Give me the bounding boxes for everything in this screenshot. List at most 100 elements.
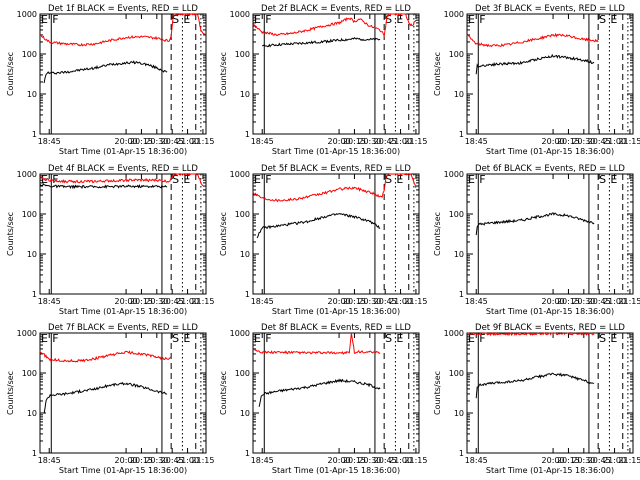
y-tick-label: 1 (245, 449, 250, 458)
y-tick-label: 1 (32, 290, 37, 299)
y-axis-label: Counts/sec (433, 212, 442, 256)
x-tick-label: 20:15 (130, 297, 153, 306)
x-tick-label: 20:30 (572, 456, 595, 465)
x-tick-label: 20:00 (328, 297, 351, 306)
plot-frame (39, 173, 207, 295)
series-line-1 (43, 381, 168, 414)
series-line-2 (252, 332, 381, 355)
y-tick-label: 10 (454, 90, 464, 99)
event-marker-label: E (610, 13, 617, 26)
x-tick-label: 21:00 (389, 297, 412, 306)
x-tick-label: 20:00 (115, 456, 138, 465)
event-marker-label: E (183, 173, 190, 186)
event-marker-label: F (52, 13, 58, 26)
y-tick-label: 1 (32, 449, 37, 458)
event-marker-label: F (52, 173, 58, 186)
y-tick-label: 1000 (17, 10, 37, 19)
y-tick-label: 1 (459, 290, 464, 299)
event-marker-label: E (183, 13, 190, 26)
x-axis-label: Start Time (01-Apr-15 18:36:00) (486, 466, 614, 475)
x-tick-label: 21:00 (176, 456, 199, 465)
event-marker-label: E (254, 13, 261, 26)
chart-title: Det 9f BLACK = Events, RED = LLD (475, 323, 625, 333)
x-tick-label: 20:45 (161, 297, 184, 306)
y-tick-label: 1 (245, 290, 250, 299)
y-tick-label: 1000 (17, 170, 37, 179)
x-tick-label: 18:45 (465, 297, 488, 306)
series-line-1 (262, 36, 381, 48)
y-tick-label: 100 (22, 210, 37, 219)
x-tick-label: 20:00 (328, 456, 351, 465)
x-axis-label: Start Time (01-Apr-15 18:36:00) (486, 147, 614, 156)
y-tick-label: 10 (27, 250, 37, 259)
x-tick-label: 20:30 (572, 137, 595, 146)
event-marker-label: E (396, 332, 403, 345)
x-tick-label: 20:45 (374, 297, 397, 306)
x-tick-label: 20:30 (358, 456, 381, 465)
y-tick-label: 100 (235, 50, 250, 59)
x-tick-label: 18:45 (251, 456, 274, 465)
series-line-2 (39, 350, 172, 363)
event-marker-label: E (183, 332, 190, 345)
y-tick-label: 10 (454, 409, 464, 418)
y-axis-label: Counts/sec (219, 52, 228, 96)
y-tick-label: 10 (240, 90, 250, 99)
y-tick-label: 1 (245, 130, 250, 139)
y-axis-label: Counts/sec (219, 371, 228, 415)
event-marker-label: S (385, 13, 392, 26)
x-axis-label: Start Time (01-Apr-15 18:36:00) (272, 147, 400, 156)
panel-5: Det 5f BLACK = Events, RED = LLD Counts/s… (219, 164, 427, 316)
y-tick-label: 1000 (444, 170, 464, 179)
event-marker-label: S (172, 173, 179, 186)
y-tick-label: 100 (235, 210, 250, 219)
chart-title: Det 1f BLACK = Events, RED = LLD (48, 4, 198, 14)
event-marker-label: S (172, 13, 179, 26)
x-tick-label: 20:15 (557, 137, 580, 146)
y-tick-label: 1000 (444, 10, 464, 19)
x-tick-label: 21:00 (603, 137, 626, 146)
event-marker-label: F (265, 173, 271, 186)
x-tick-label: 20:30 (358, 137, 381, 146)
series-line-1 (475, 212, 595, 236)
x-tick-label: 20:15 (343, 137, 366, 146)
x-axis-label: Start Time (01-Apr-15 18:36:00) (272, 307, 400, 316)
x-axis-label: Start Time (01-Apr-15 18:36:00) (272, 466, 400, 475)
y-tick-label: 100 (449, 50, 464, 59)
x-tick-label: 21:00 (176, 297, 199, 306)
event-marker-label: F (265, 332, 271, 345)
x-tick-label: 21:15 (191, 456, 214, 465)
y-tick-label: 10 (27, 90, 37, 99)
y-tick-label: 10 (240, 409, 250, 418)
event-marker-label: E (254, 173, 261, 186)
y-tick-label: 100 (22, 369, 37, 378)
series-line-2 (466, 32, 599, 48)
x-tick-label: 18:45 (38, 297, 61, 306)
x-tick-label: 18:45 (251, 297, 274, 306)
x-tick-label: 20:00 (328, 137, 351, 146)
x-tick-label: 20:30 (572, 297, 595, 306)
y-axis-label: Counts/sec (6, 371, 15, 415)
x-tick-label: 20:15 (130, 137, 153, 146)
panel-8: Det 8f BLACK = Events, RED = LLD Counts/s… (219, 323, 427, 475)
x-tick-label: 20:30 (145, 297, 168, 306)
event-marker-label: F (265, 13, 271, 26)
plot-frame (252, 173, 420, 295)
y-tick-label: 1 (459, 449, 464, 458)
panel-4: Det 4f BLACK = Events, RED = LLD Counts/s… (6, 164, 214, 316)
x-tick-label: 20:00 (542, 297, 565, 306)
chart-title: Det 3f BLACK = Events, RED = LLD (475, 4, 625, 14)
event-marker-label: E (610, 332, 617, 345)
x-tick-label: 21:00 (389, 137, 412, 146)
x-tick-label: 20:15 (343, 456, 366, 465)
x-tick-label: 20:00 (542, 137, 565, 146)
x-tick-label: 20:00 (115, 297, 138, 306)
x-tick-label: 20:45 (588, 297, 611, 306)
plot-frame (466, 332, 634, 454)
plot-frame (252, 13, 420, 135)
y-tick-label: 1000 (230, 170, 250, 179)
chart-title: Det 7f BLACK = Events, RED = LLD (48, 323, 198, 333)
panel-6: Det 6f BLACK = Events, RED = LLD Counts/s… (433, 164, 640, 316)
event-marker-label: S (599, 332, 606, 345)
y-axis-label: Counts/sec (6, 212, 15, 256)
x-tick-label: 18:45 (38, 456, 61, 465)
